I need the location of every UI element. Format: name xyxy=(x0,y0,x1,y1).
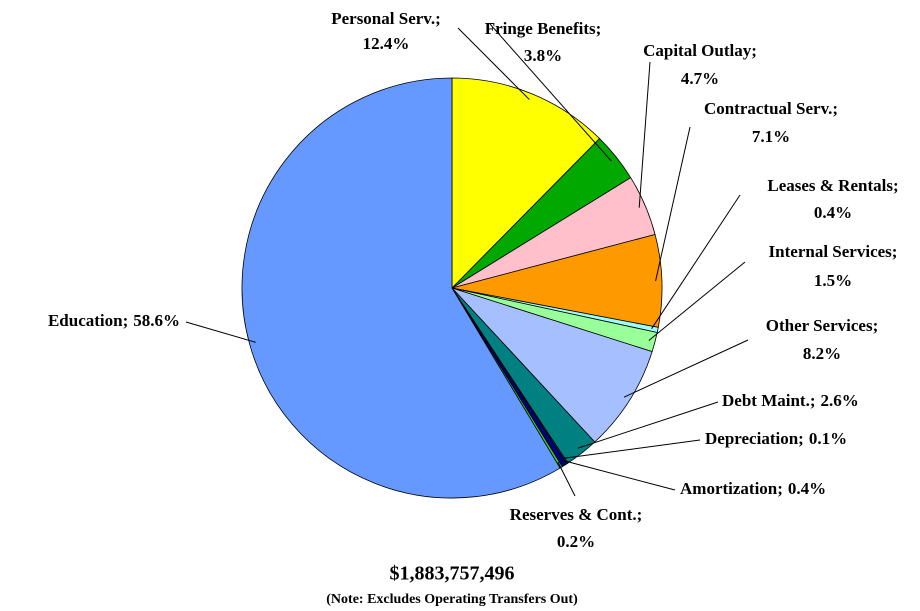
slice-label: Personal Serv.; xyxy=(331,9,441,28)
slice-label: Amortization; xyxy=(680,479,783,498)
slice-label: Reserves & Cont.; xyxy=(510,505,643,524)
slice xyxy=(241,77,561,499)
leader-line xyxy=(185,321,256,343)
leader-line xyxy=(457,27,530,100)
value-label: 8.2% xyxy=(803,344,841,363)
slice-label: Capital Outlay; xyxy=(643,41,757,60)
leader-line xyxy=(563,439,701,459)
slice-label: Contractual Serv.; xyxy=(704,99,838,118)
value-label: 12.4% xyxy=(363,34,410,53)
slice-label-group: Education; 58.6% xyxy=(48,311,180,330)
slice xyxy=(450,287,653,443)
slice-label: Depreciation; xyxy=(705,429,804,448)
leader-line xyxy=(561,459,676,491)
value-label: 1.5% xyxy=(814,271,852,290)
value-label: 0.4% xyxy=(788,479,826,498)
slice-label-group: Depreciation; 0.1% xyxy=(705,429,847,448)
slice-label: Fringe Benefits; xyxy=(485,19,602,38)
slice-label: Leases & Rentals; xyxy=(767,176,898,195)
total: $1,883,757,496 xyxy=(390,563,515,585)
slice-label-group: Amortization; 0.4% xyxy=(680,479,826,498)
value-label: 0.4% xyxy=(814,203,852,222)
slice-label-group: Debt Maint.; 2.6% xyxy=(722,391,859,410)
value-label: 3.8% xyxy=(524,46,562,65)
leader-line xyxy=(557,461,576,497)
leader-line xyxy=(648,261,746,341)
leader-line xyxy=(638,61,651,208)
leader-line xyxy=(651,194,741,329)
slice-label: Education; xyxy=(48,311,128,330)
leader-line xyxy=(577,401,719,449)
value-label: 0.1% xyxy=(809,429,847,448)
pie xyxy=(241,77,663,499)
value-label: 7.1% xyxy=(752,127,790,146)
labels: Personal Serv.; 12.4% Fringe Benefits; 3.8%… xyxy=(48,9,899,551)
value-label: 0.2% xyxy=(557,532,595,551)
slice-label: Debt Maint.; xyxy=(722,391,815,410)
value-label: 4.7% xyxy=(681,69,719,88)
leader-line xyxy=(489,23,612,162)
leader-line xyxy=(655,126,691,282)
slice xyxy=(451,77,601,289)
slice-label: Internal Services; xyxy=(769,242,898,261)
value-label: 58.6% xyxy=(133,311,180,330)
leader-line xyxy=(623,339,749,398)
value-label: 2.6% xyxy=(820,391,858,410)
slice-label: Other Services; xyxy=(766,316,879,335)
note: (Note: Excludes Operating Transfers Out) xyxy=(326,592,578,607)
